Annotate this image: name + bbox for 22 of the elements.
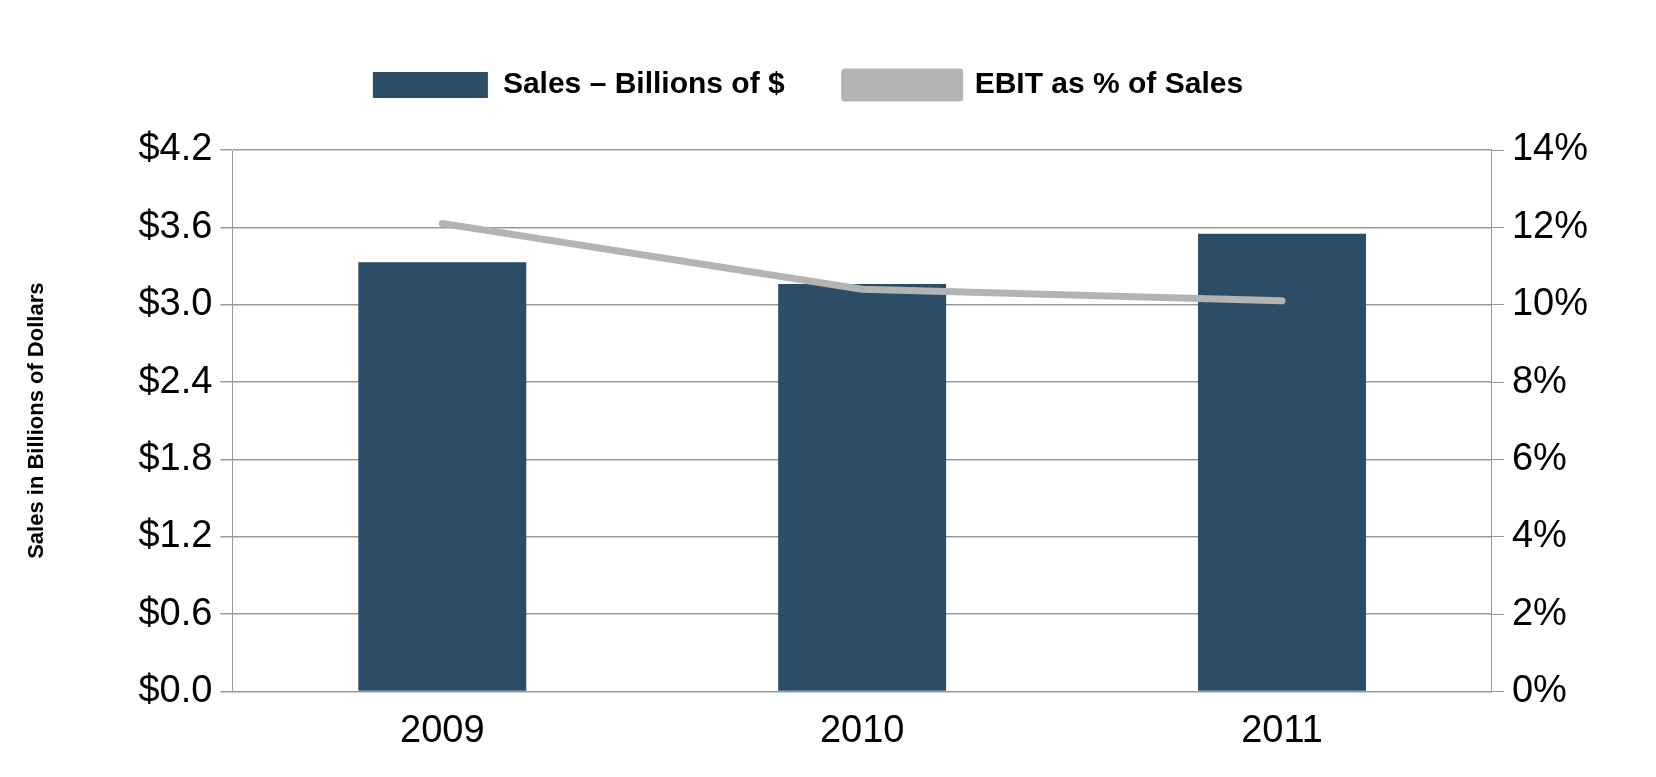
y-tick-label: $3.0 xyxy=(138,281,213,324)
y2-tick-label: 0% xyxy=(1511,667,1567,710)
y-tick-label: $1.2 xyxy=(138,513,213,556)
y2-tick-label: 2% xyxy=(1511,590,1567,633)
y-tick-label: $4.2 xyxy=(138,126,213,169)
y-tick-label: $1.8 xyxy=(138,435,213,478)
y-tick-label: $0.6 xyxy=(138,590,213,633)
x-tick-label: 2011 xyxy=(1241,707,1323,750)
y2-tick-label: 4% xyxy=(1511,513,1567,556)
y2-tick-label: 14% xyxy=(1511,126,1589,169)
x-tick-label: 2010 xyxy=(819,707,905,750)
y-tick-label: $3.6 xyxy=(138,203,213,246)
legend-label: EBIT as % of Sales xyxy=(974,66,1244,100)
x-tick-label: 2009 xyxy=(400,707,485,750)
y2-tick-label: 12% xyxy=(1511,203,1589,246)
legend-label: Sales – Billions of $ xyxy=(502,66,785,100)
y2-tick-label: 6% xyxy=(1511,435,1567,478)
y-axis-title: Sales in Billions of Dollars xyxy=(23,282,49,559)
y-tick-label: $0.0 xyxy=(138,667,213,710)
y2-tick-label: 8% xyxy=(1511,358,1567,401)
y-tick-label: $2.4 xyxy=(138,358,213,401)
y2-tick-label: 10% xyxy=(1511,281,1589,324)
